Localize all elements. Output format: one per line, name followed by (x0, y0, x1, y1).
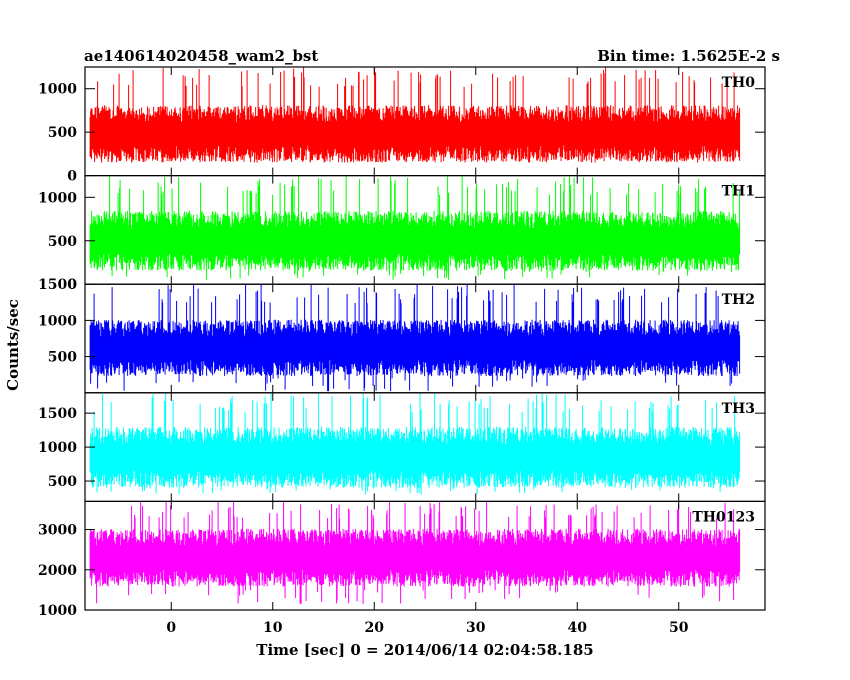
y-tick-label: 500 (48, 234, 77, 250)
x-axis-label: Time [sec] 0 = 2014/06/14 02:04:58.185 (256, 641, 593, 659)
y-tick-label: 0 (67, 169, 77, 185)
y-tick-label: 0 (67, 277, 77, 293)
y-tick-label: 1000 (38, 440, 77, 456)
panel-label: TH3 (722, 401, 755, 417)
chart-title: ae140614020458_wam2_bst (84, 47, 318, 65)
panel-label: TH1 (722, 184, 755, 200)
chart-subtitle: Bin time: 1.5625E-2 s (597, 47, 780, 65)
panel-label: TH0123 (692, 509, 755, 525)
series-th1 (89, 175, 741, 280)
x-tick-label: 10 (263, 620, 283, 636)
panel-th0123: 1000 2000 3000 TH0123 (38, 500, 766, 619)
y-tick-label: 1500 (38, 406, 77, 422)
y-tick-label: 1000 (38, 603, 77, 619)
x-tick-label: 40 (567, 620, 587, 636)
y-tick-label: 500 (48, 350, 77, 366)
y-tick-label: 1000 (38, 313, 77, 329)
panel-th3: 500 1000 1500 TH3 (38, 392, 766, 502)
panel-th0: 0 500 1000 TH0 (38, 66, 766, 185)
x-tick-label: 20 (365, 620, 385, 636)
y-tick-label: 500 (48, 474, 77, 490)
panel-frame (84, 500, 766, 611)
panel-label: TH0 (722, 75, 756, 91)
series-th2 (89, 284, 741, 392)
x-tick-label: 0 (166, 620, 176, 636)
x-tick-label: 30 (466, 620, 486, 636)
y-tick-label: 1500 (38, 277, 77, 293)
series-th3 (89, 393, 741, 495)
series-th0 (89, 67, 741, 163)
series-th0123 (89, 501, 741, 604)
panel-label: TH2 (722, 292, 755, 308)
y-tick-label: 1000 (38, 190, 77, 206)
x-tick-label: 50 (669, 620, 689, 636)
y-tick-label: 500 (48, 125, 77, 141)
panel-th1: 0 500 1000 TH1 (38, 175, 766, 293)
y-tick-label: 2000 (38, 563, 77, 579)
panel-th2: 500 1000 1500 TH2 (38, 277, 766, 394)
y-tick-label: 3000 (38, 523, 77, 539)
y-axis-label: Counts/sec (4, 299, 22, 391)
y-tick-label: 1000 (38, 82, 77, 98)
